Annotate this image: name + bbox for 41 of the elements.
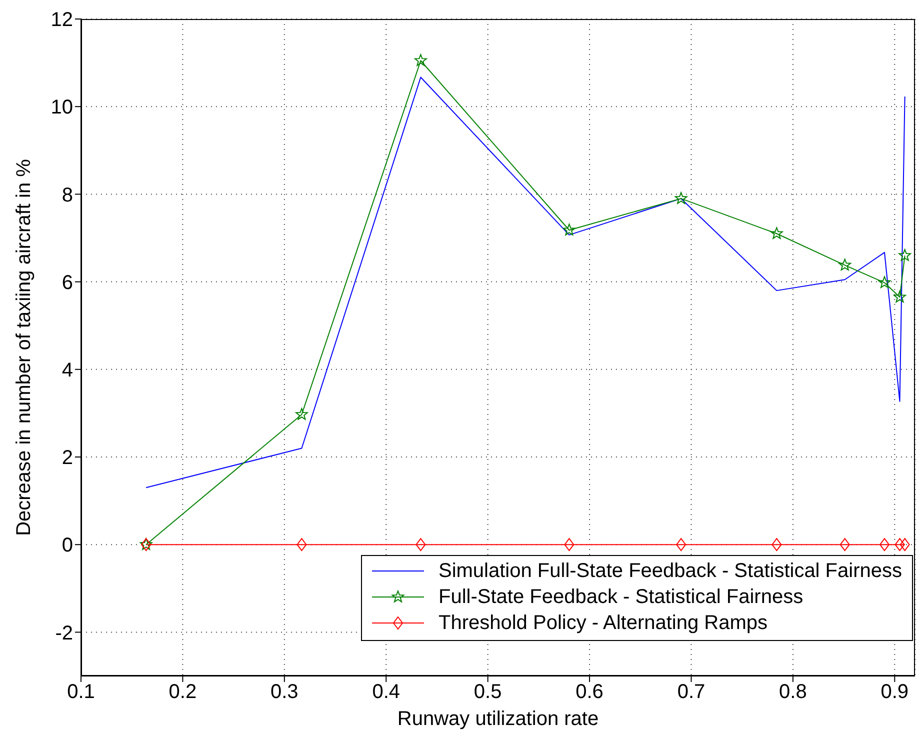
y-tick-label: 12 xyxy=(50,9,73,32)
legend-label: Full-State Feedback - Statistical Fairness xyxy=(438,586,804,608)
point xyxy=(898,249,912,261)
legend-label: Threshold Policy - Alternating Ramps xyxy=(438,612,768,634)
point xyxy=(894,290,906,302)
x-tick-label: 0.1 xyxy=(67,681,95,704)
point xyxy=(414,54,427,66)
x-tick-label: 0.4 xyxy=(372,681,400,704)
legend-label: Simulation Full-State Feedback - Statistical Fairness xyxy=(438,560,902,582)
point xyxy=(564,538,574,552)
y-axis-title: Decrease in number of taxiing aircraft in % xyxy=(13,158,35,536)
y-tick-label: 10 xyxy=(50,96,73,119)
y-tick-label: 6 xyxy=(62,272,73,294)
x-tick-label: 0.5 xyxy=(474,681,502,704)
point xyxy=(674,192,688,204)
y-tick-label: 4 xyxy=(62,360,73,382)
point xyxy=(878,276,891,288)
point xyxy=(772,538,782,552)
line-series xyxy=(146,76,906,488)
point xyxy=(416,538,426,552)
point xyxy=(562,224,576,236)
x-axis-title: Runway utilization rate xyxy=(397,708,599,730)
x-tick-label: 0.6 xyxy=(576,681,604,704)
y-tick-label: 0 xyxy=(62,534,73,557)
point xyxy=(676,538,686,552)
point xyxy=(900,538,910,552)
y-tick-label: 2 xyxy=(62,447,73,470)
point xyxy=(296,408,308,420)
point xyxy=(296,538,307,552)
point xyxy=(838,258,852,271)
point xyxy=(770,227,783,239)
x-tick-label: 0.2 xyxy=(168,681,197,704)
x-tick-label: 0.8 xyxy=(779,681,807,704)
point xyxy=(840,538,850,552)
y-tick-label: 8 xyxy=(62,184,73,206)
x-tick-label: 0.3 xyxy=(270,681,298,704)
point xyxy=(894,538,905,552)
x-tick-label: 0.7 xyxy=(677,681,706,704)
y-tick-label: -2 xyxy=(55,622,73,644)
x-tick-label: 0.9 xyxy=(880,681,909,704)
point xyxy=(879,538,890,552)
